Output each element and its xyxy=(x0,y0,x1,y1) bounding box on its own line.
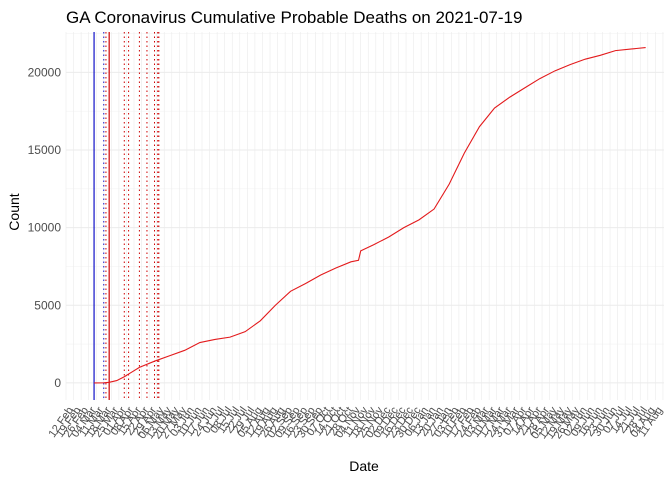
y-tick-label: 5000 xyxy=(34,298,61,312)
y-tick-label: 20000 xyxy=(28,65,62,79)
y-tick-label: 15000 xyxy=(28,143,62,157)
grid xyxy=(65,32,664,400)
x-axis-title: Date xyxy=(349,458,379,474)
y-axis-title: Count xyxy=(6,193,22,230)
vertical-lines xyxy=(93,32,160,400)
y-tick-label: 10000 xyxy=(28,221,62,235)
chart-title: GA Coronavirus Cumulative Probable Death… xyxy=(66,8,522,27)
y-tick-label: 0 xyxy=(54,376,61,390)
series-line-0 xyxy=(94,46,646,384)
y-tick-labels: 0 5000 10000 15000 20000 xyxy=(28,65,62,390)
series-layer xyxy=(94,46,646,384)
